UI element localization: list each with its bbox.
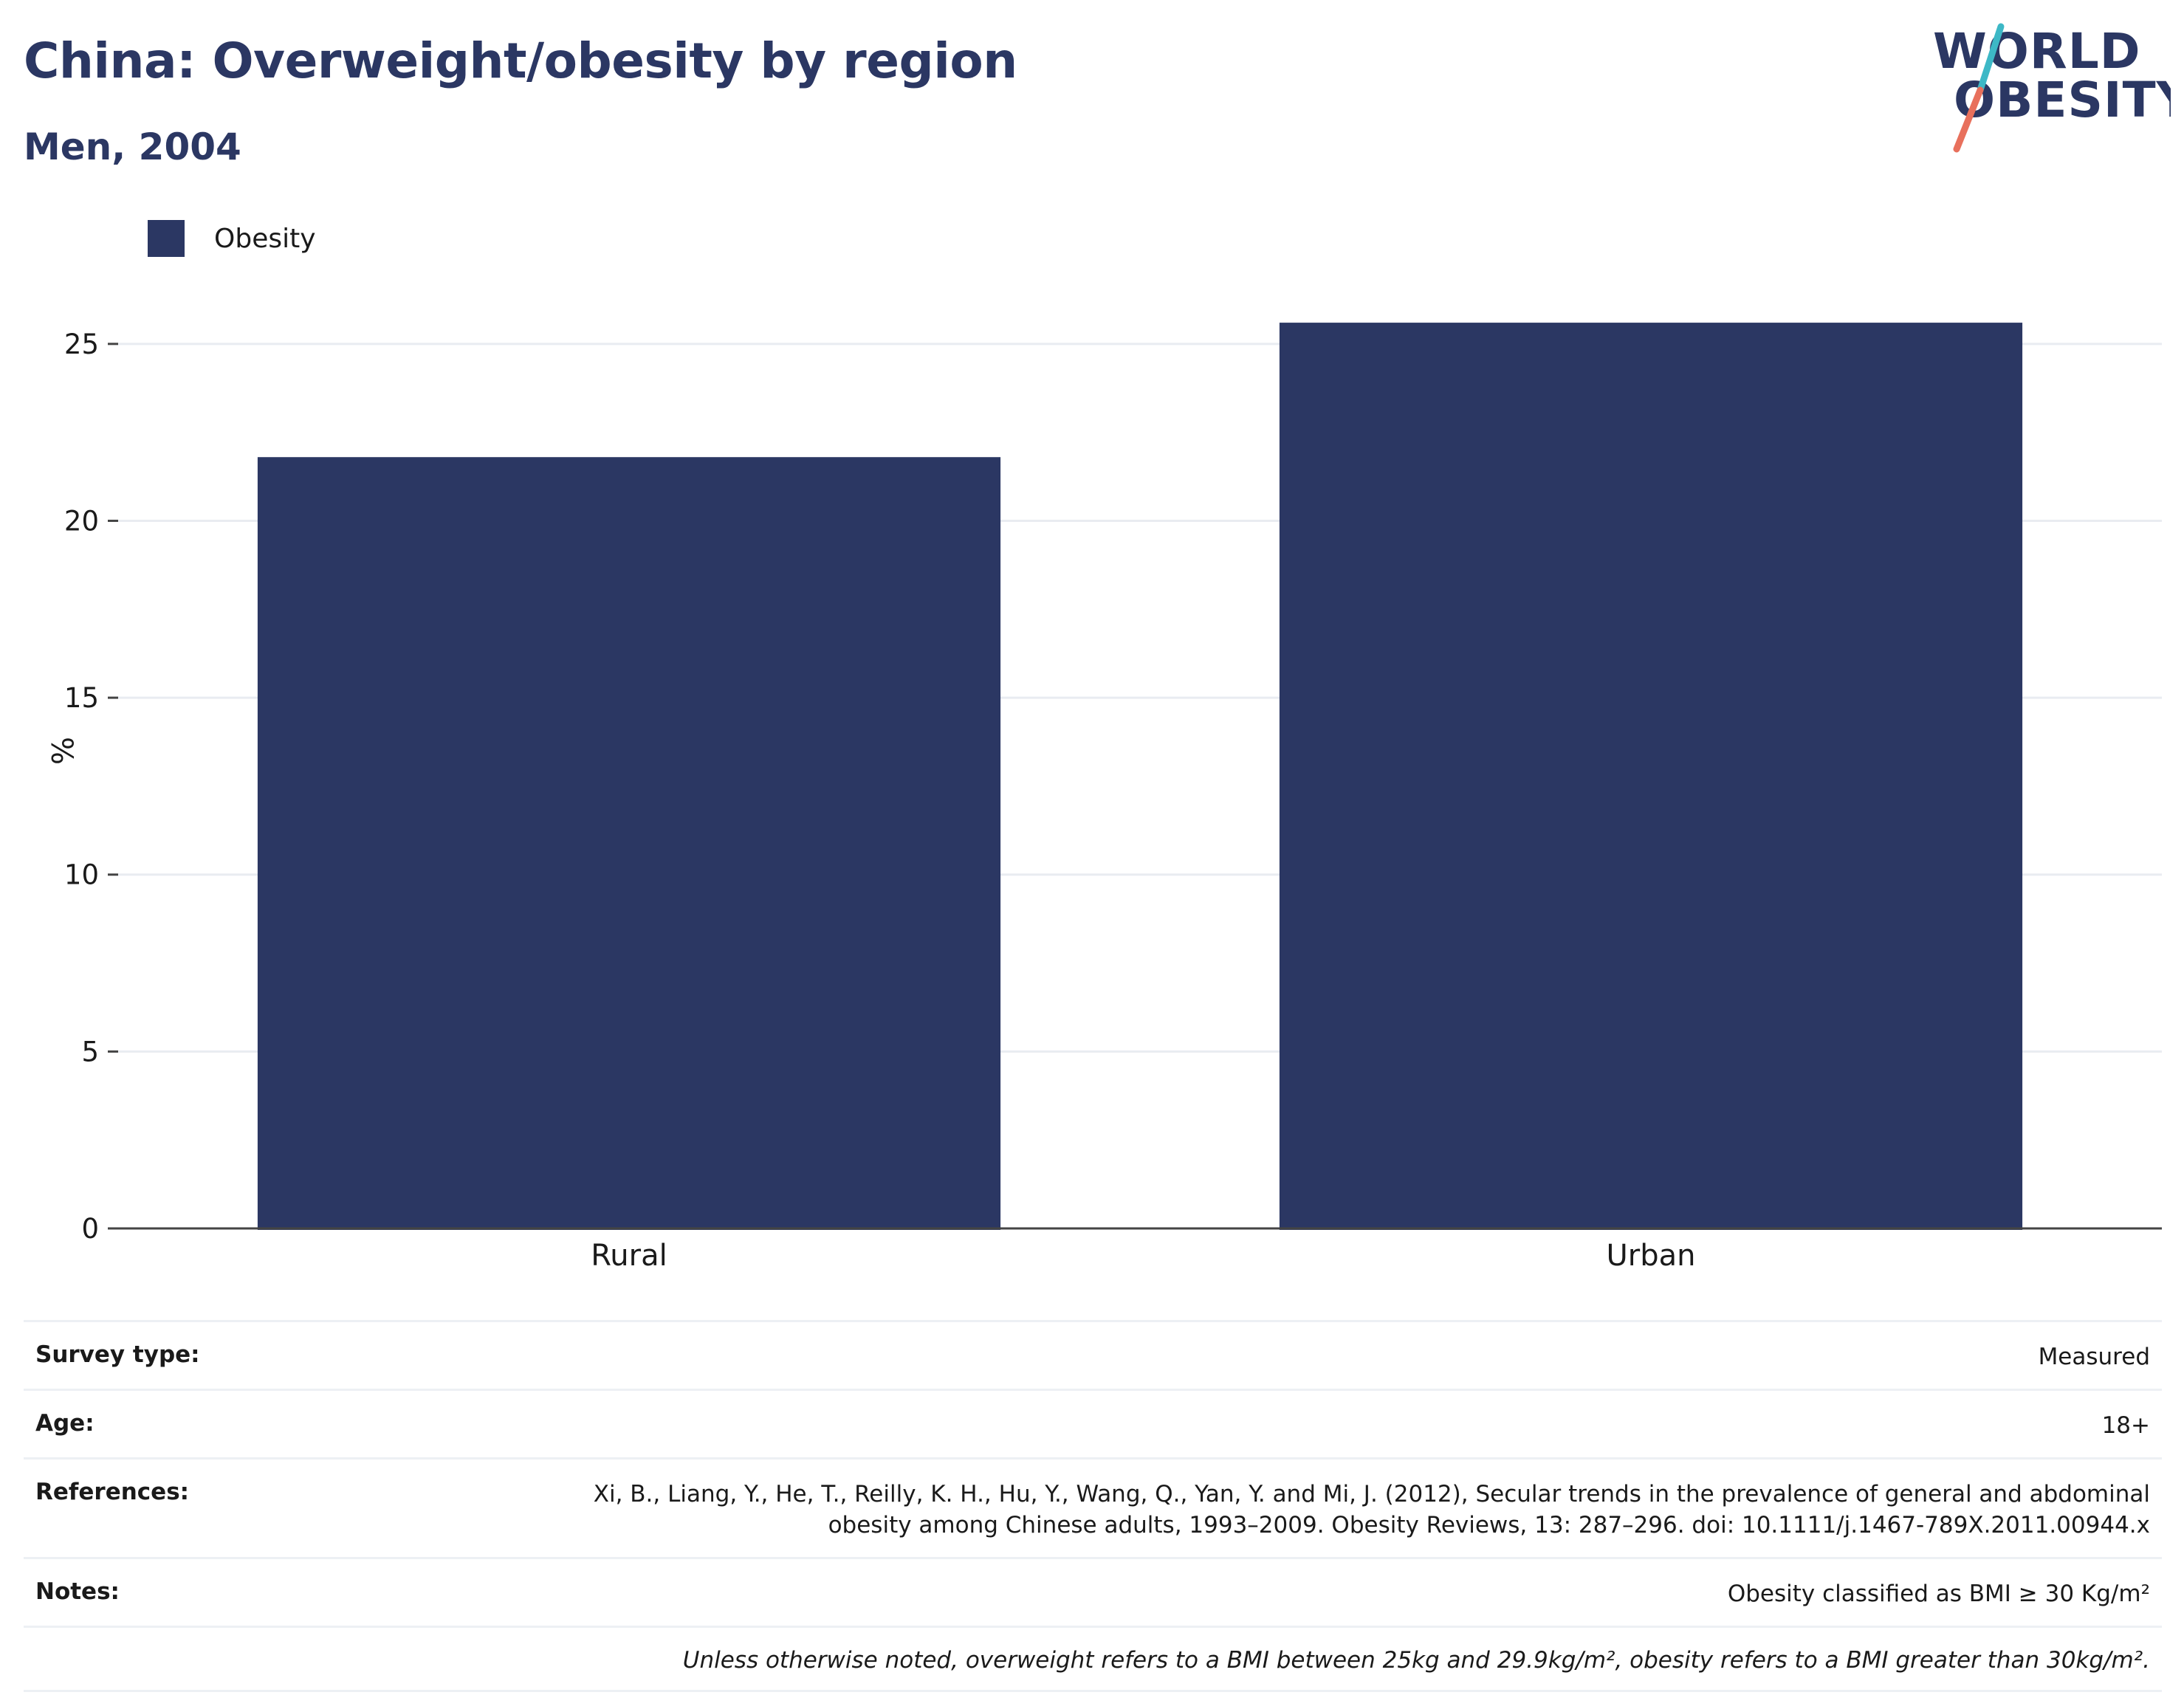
bar-rural — [257, 457, 1001, 1230]
x-tick-label-urban: Urban — [1607, 1239, 1696, 1273]
world-obesity-logo: WORLD OBESITY — [1933, 23, 2171, 153]
logo-line-obesity: OBESITY — [1954, 72, 2171, 128]
x-tick-label-rural: Rural — [591, 1239, 667, 1273]
y-tick-label-10: 10 — [64, 859, 99, 891]
legend-label-obesity: Obesity — [214, 223, 316, 254]
notes-value: Obesity classified as BMI ≥ 30 Kg/m² — [1727, 1581, 2150, 1607]
logo-line-world: WORLD — [1933, 23, 2141, 80]
meta-row-references: References: Xi, B., Liang, Y., He, T., R… — [24, 1460, 2162, 1559]
chart-legend[interactable]: Obesity — [148, 220, 316, 257]
bmi-definition-footnote: Unless otherwise noted, overweight refer… — [682, 1647, 2150, 1674]
y-tick-label-5: 5 — [81, 1036, 99, 1067]
legend-swatch-obesity — [148, 220, 185, 257]
references-value: Xi, B., Liang, Y., He, T., Reilly, K. H.… — [594, 1479, 2150, 1541]
chart-title: China: Overweight/obesity by region — [24, 32, 1017, 89]
y-tick-label-25: 25 — [64, 329, 99, 360]
references-label: References: — [35, 1479, 190, 1505]
age-value: 18+ — [2101, 1412, 2150, 1439]
references-line-2: obesity among Chinese adults, 1993–2009.… — [828, 1512, 2150, 1538]
chart-metadata-table: Survey type: Measured Age: 18+ Reference… — [24, 1320, 2162, 1692]
notes-label: Notes: — [35, 1578, 120, 1605]
survey-type-value: Measured — [2038, 1344, 2150, 1370]
logo-slash-bottom — [1953, 86, 1984, 153]
y-tick-label-15: 15 — [64, 682, 99, 714]
meta-row-age: Age: 18+ — [24, 1391, 2162, 1460]
meta-row-footnote: Unless otherwise noted, overweight refer… — [24, 1628, 2162, 1692]
y-axis-label: % — [44, 737, 78, 765]
y-tick-label-0: 0 — [81, 1213, 99, 1245]
survey-type-label: Survey type: — [35, 1341, 200, 1368]
logo-slash-top — [1977, 23, 2005, 94]
chart-subtitle: Men, 2004 — [24, 126, 241, 168]
age-label: Age: — [35, 1410, 95, 1437]
references-line-1: Xi, B., Liang, Y., He, T., Reilly, K. H.… — [593, 1481, 2150, 1507]
bar-chart: 0 5 10 15 20 25% Rural Urban — [44, 323, 2162, 1273]
meta-row-notes: Notes: Obesity classified as BMI ≥ 30 Kg… — [24, 1559, 2162, 1628]
meta-row-survey-type: Survey type: Measured — [24, 1320, 2162, 1391]
y-tick-label-20: 20 — [64, 505, 99, 537]
bar-urban — [1279, 323, 2023, 1230]
